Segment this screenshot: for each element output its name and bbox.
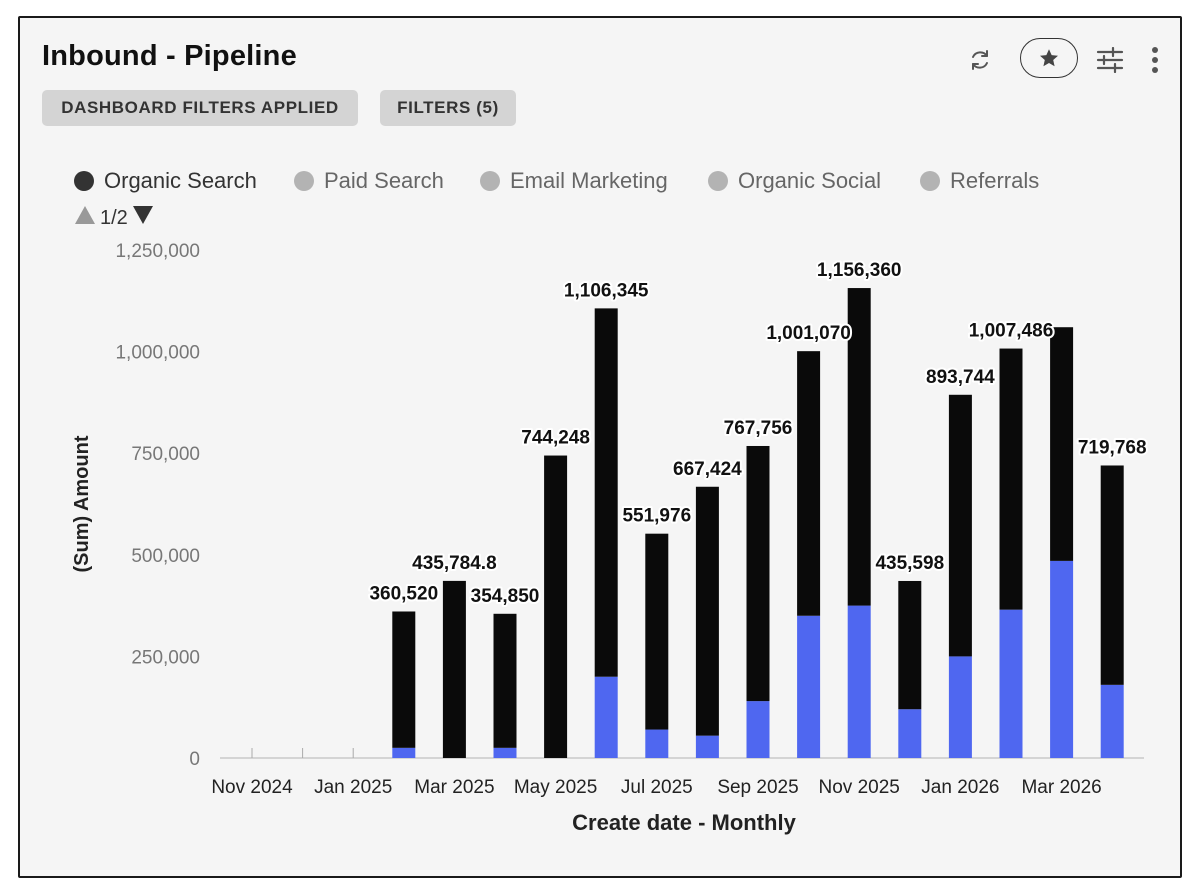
legend-item-email-marketing[interactable]: Email Marketing xyxy=(480,168,668,194)
data-label: 1,156,360 xyxy=(817,260,902,281)
legend-page-indicator: 1/2 xyxy=(100,206,128,229)
data-label: 360,520 xyxy=(369,583,438,604)
filters-chip[interactable]: FILTERS (5) xyxy=(380,90,516,126)
bar-segment xyxy=(797,615,821,758)
legend-label: Paid Search xyxy=(324,168,444,193)
data-label: 1,001,070 xyxy=(766,323,851,344)
x-tick-label: Jan 2026 xyxy=(921,777,999,798)
y-tick-label: 1,250,000 xyxy=(115,241,200,262)
data-label: 354,850 xyxy=(471,586,540,607)
bar-segment xyxy=(797,351,821,616)
data-label: 435,598 xyxy=(875,553,944,574)
bar-segment xyxy=(746,445,770,702)
y-axis-title: (Sum) Amount xyxy=(71,435,93,572)
data-label: 551,976 xyxy=(622,506,691,527)
chart-card: Inbound - Pipeline DASHBOARD FILTERS APP… xyxy=(18,16,1182,878)
x-tick-label: Nov 2024 xyxy=(211,777,293,798)
legend-pager: 1/2 xyxy=(74,204,154,232)
bar-segment xyxy=(999,609,1023,758)
legend-item-organic-search[interactable]: Organic Search xyxy=(74,168,257,194)
bar-segment xyxy=(746,701,770,758)
y-tick-label: 500,000 xyxy=(131,546,200,567)
bar-segment xyxy=(645,729,669,758)
x-tick-label: Mar 2026 xyxy=(1021,777,1101,798)
bar-segment xyxy=(898,580,922,710)
bar-segment xyxy=(594,676,618,758)
data-label: 767,756 xyxy=(724,418,793,439)
data-label: 893,744 xyxy=(926,367,995,388)
legend-item-paid-search[interactable]: Paid Search xyxy=(294,168,444,194)
legend-label: Organic Social xyxy=(738,168,882,193)
x-tick-label: May 2025 xyxy=(514,777,597,798)
bar-segment xyxy=(1100,684,1124,758)
sliders-icon[interactable] xyxy=(1092,42,1128,78)
data-label: 744,248 xyxy=(521,428,590,449)
triangle-up-icon[interactable] xyxy=(74,205,96,231)
legend-label: Referrals xyxy=(950,168,1040,193)
y-tick-label: 0 xyxy=(189,749,200,770)
data-label: 667,424 xyxy=(673,459,742,480)
legend-dot-icon xyxy=(920,171,940,191)
bar-segment xyxy=(948,394,972,657)
data-label: 435,784.8 xyxy=(412,553,497,574)
legend-dot-icon xyxy=(708,171,728,191)
bar-segment xyxy=(1100,465,1124,685)
legend-dot-icon xyxy=(294,171,314,191)
bar-segment xyxy=(645,533,669,730)
x-tick-label: Sep 2025 xyxy=(717,777,798,798)
legend-label: Email Marketing xyxy=(510,168,668,193)
x-tick-label: Nov 2025 xyxy=(819,777,900,798)
bar-segment xyxy=(1050,560,1074,758)
bar-segment xyxy=(442,580,466,758)
y-tick-label: 750,000 xyxy=(131,444,200,465)
data-label: 1,007,486 xyxy=(969,321,1054,342)
bar-segment xyxy=(898,709,922,758)
bar-segment xyxy=(948,656,972,758)
refresh-icon[interactable] xyxy=(962,42,998,78)
legend-item-organic-social[interactable]: Organic Social xyxy=(708,168,881,194)
x-tick-label: Jul 2025 xyxy=(621,777,693,798)
bar-segment xyxy=(847,605,871,758)
x-tick-label: Mar 2025 xyxy=(414,777,494,798)
bar-segment xyxy=(594,308,618,677)
bar-segment xyxy=(392,611,416,748)
card-title: Inbound - Pipeline xyxy=(42,40,297,72)
more-vertical-icon[interactable] xyxy=(1140,42,1170,78)
legend-dot-icon xyxy=(480,171,500,191)
dashboard-filters-chip[interactable]: DASHBOARD FILTERS APPLIED xyxy=(42,90,358,126)
legend-dot-icon xyxy=(74,171,94,191)
legend-label: Organic Search xyxy=(104,168,257,193)
triangle-down-icon[interactable] xyxy=(132,205,154,231)
bar-segment xyxy=(847,288,871,606)
bar-segment xyxy=(695,486,719,736)
legend-item-referrals[interactable]: Referrals xyxy=(920,168,1039,194)
data-label: 719,768 xyxy=(1078,437,1147,458)
bar-chart: 0 250,000 500,000 750,000 1,000,000 1,250,000… xyxy=(71,241,1149,835)
bar-segment xyxy=(493,613,517,748)
bar-segment xyxy=(999,348,1023,610)
y-tick-label: 250,000 xyxy=(131,647,200,668)
bar-segment xyxy=(392,747,416,758)
data-label: 1,106,345 xyxy=(564,280,649,301)
bar-segment xyxy=(493,747,517,758)
star-icon[interactable] xyxy=(1020,38,1078,78)
bar-segment xyxy=(695,735,719,758)
y-tick-label: 1,000,000 xyxy=(115,343,200,364)
x-axis-title: Create date - Monthly xyxy=(572,810,796,835)
x-tick-label: Jan 2025 xyxy=(314,777,392,798)
bar-segment xyxy=(1050,327,1074,561)
bar-segment xyxy=(544,455,568,758)
